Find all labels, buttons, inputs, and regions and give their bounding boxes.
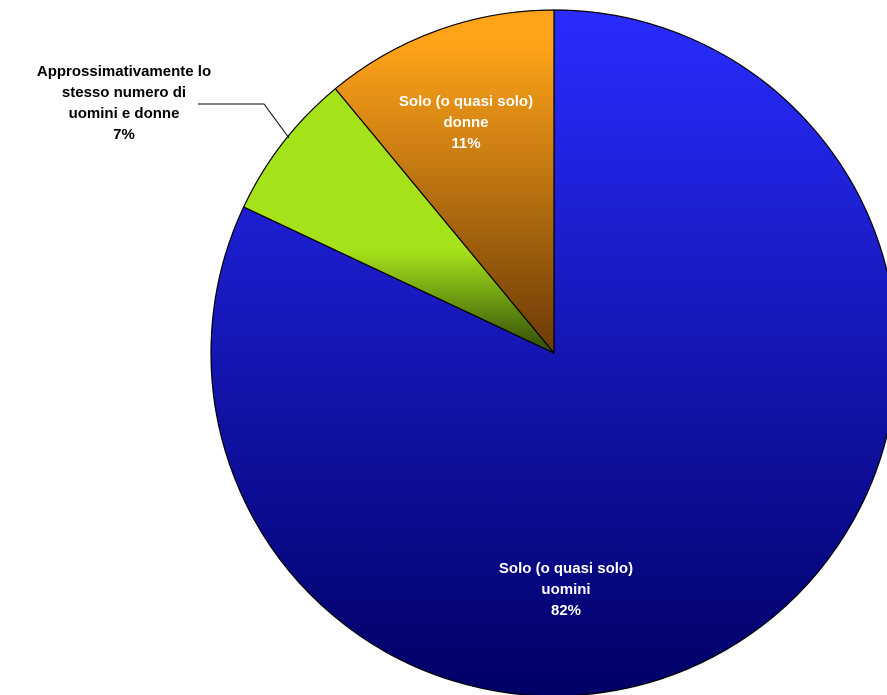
slice-label-line-1-1: stesso numero di xyxy=(62,84,186,101)
leader-line-1 xyxy=(198,103,290,139)
slices-layer xyxy=(210,9,887,695)
slice-label-line-0-1: uomini xyxy=(541,581,590,598)
slice-label-2: Solo (o quasi solo) donne 11% xyxy=(399,93,533,152)
slice-label-1: Approssimativamente lo stesso numero di uo… xyxy=(37,63,211,143)
slice-label-0: Solo (o quasi solo) uomini 82% xyxy=(499,560,633,619)
pie-slice-0 xyxy=(210,9,887,695)
slice-label-line-2-1: donne xyxy=(444,114,489,131)
slice-percent-label-2: 11% xyxy=(451,135,480,152)
slice-label-line-1-2: uomini e donne xyxy=(69,105,180,122)
slice-percent-label-0: 82% xyxy=(551,602,581,619)
slice-percent-label-1: 7% xyxy=(113,126,135,143)
slice-label-line-1-0: Approssimativamente lo xyxy=(37,63,211,80)
slice-label-line-0-0: Solo (o quasi solo) xyxy=(499,560,633,577)
pie-slice-1 xyxy=(242,87,555,354)
pie-slice-2 xyxy=(334,9,555,355)
slice-label-line-2-0: Solo (o quasi solo) xyxy=(399,93,533,110)
labels-layer: Solo (o quasi solo) uomini 82% Approssimati… xyxy=(37,63,633,619)
leader-lines-layer xyxy=(198,103,290,139)
